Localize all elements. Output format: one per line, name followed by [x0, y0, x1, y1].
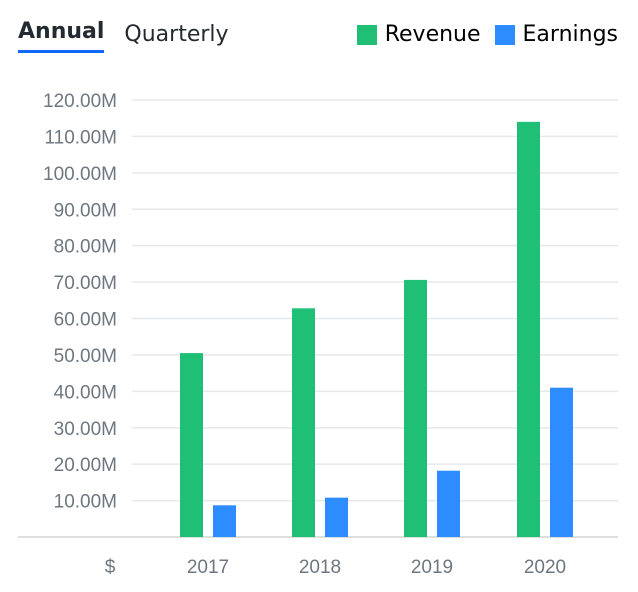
y-tick-label: 80.00M	[54, 237, 117, 258]
chart-legend: Revenue Earnings	[356, 22, 618, 47]
y-tick-label: 120.00M	[43, 91, 117, 112]
legend-label-revenue: Revenue	[384, 22, 481, 47]
bar-earnings-2018[interactable]	[325, 497, 348, 537]
bar-revenue-2018[interactable]	[292, 308, 315, 537]
bar-earnings-2019[interactable]	[437, 470, 460, 537]
bar-revenue-2020[interactable]	[517, 121, 540, 537]
bar-revenue-2019[interactable]	[404, 279, 427, 537]
y-tick-label: 110.00M	[44, 127, 117, 148]
y-tick-label: 70.00M	[54, 273, 117, 294]
bars	[180, 121, 573, 537]
y-tick-label: 30.00M	[54, 419, 117, 440]
x-tick-label-2017: 2017	[187, 557, 229, 578]
x-tick-label-2018: 2018	[299, 557, 341, 578]
y-tick-label: 100.00M	[43, 164, 117, 185]
y-tick-label: 50.00M	[54, 346, 117, 367]
period-tabs: Annual Quarterly	[18, 18, 229, 53]
legend-item-revenue: Revenue	[356, 22, 481, 47]
y-tick-label: 20.00M	[54, 455, 117, 476]
y-axis-labels: 10.00M 20.00M 30.00M 40.00M 50.00M 60.00M 70.0…	[43, 91, 117, 513]
y-tick-label: 10.00M	[54, 492, 117, 513]
tab-annual[interactable]: Annual	[18, 18, 105, 53]
bar-earnings-2017[interactable]	[213, 505, 236, 537]
tab-quarterly[interactable]: Quarterly	[124, 22, 229, 47]
legend-item-earnings: Earnings	[494, 22, 618, 47]
y-tick-label: 90.00M	[54, 200, 117, 221]
x-tick-label-2019: 2019	[411, 557, 453, 578]
bar-earnings-2020[interactable]	[550, 387, 573, 537]
x-tick-label-2020: 2020	[524, 557, 566, 578]
bar-revenue-2017[interactable]	[180, 353, 203, 537]
y-tick-label: 40.00M	[54, 382, 117, 403]
y-tick-label: 60.00M	[54, 310, 117, 331]
legend-swatch-revenue	[356, 24, 377, 45]
x-axis-labels: 2017 2018 2019 2020	[187, 557, 566, 578]
legend-label-earnings: Earnings	[522, 22, 618, 47]
currency-label: $	[105, 557, 116, 578]
legend-swatch-earnings	[494, 24, 515, 45]
